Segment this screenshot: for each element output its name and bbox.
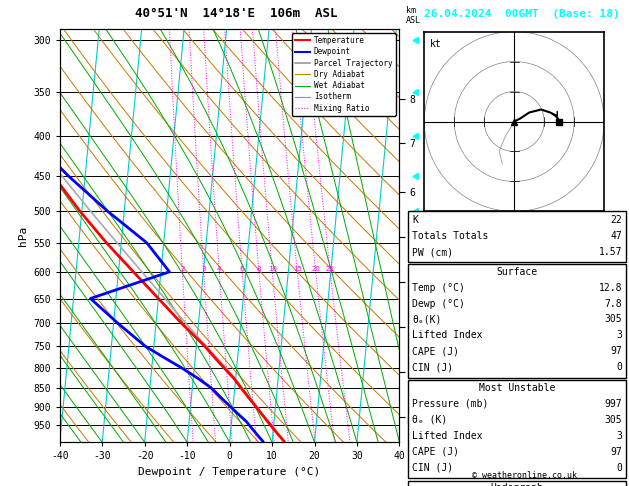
Text: CAPE (J): CAPE (J) (412, 447, 459, 457)
Text: Hodograph: Hodograph (491, 483, 543, 486)
Text: 10: 10 (268, 266, 277, 272)
Text: Temp (°C): Temp (°C) (412, 283, 465, 293)
Text: 7.8: 7.8 (604, 298, 622, 309)
Bar (408, 211, 626, 262)
Text: K: K (412, 215, 418, 226)
Text: 15: 15 (293, 266, 302, 272)
Text: 6: 6 (240, 266, 244, 272)
Text: 0: 0 (616, 463, 622, 472)
Text: Lifted Index: Lifted Index (412, 431, 482, 441)
Text: 12.8: 12.8 (599, 283, 622, 293)
Text: Totals Totals: Totals Totals (412, 231, 488, 242)
Text: 26.04.2024  00GMT  (Base: 18): 26.04.2024 00GMT (Base: 18) (424, 9, 620, 18)
Text: CIN (J): CIN (J) (412, 362, 453, 372)
Y-axis label: hPa: hPa (18, 226, 28, 246)
Text: 4: 4 (217, 266, 221, 272)
Text: Pressure (mb): Pressure (mb) (412, 399, 488, 409)
Text: 1.57: 1.57 (599, 247, 622, 257)
Text: 3: 3 (201, 266, 206, 272)
Text: 25: 25 (326, 266, 335, 272)
Text: Most Unstable: Most Unstable (479, 383, 555, 393)
Text: LCL: LCL (406, 417, 421, 426)
Bar (408, 264, 626, 378)
Text: 3: 3 (616, 431, 622, 441)
Bar (408, 380, 626, 478)
Text: 0: 0 (616, 362, 622, 372)
Text: PW (cm): PW (cm) (412, 247, 453, 257)
Text: 20: 20 (311, 266, 320, 272)
Text: 2: 2 (180, 266, 184, 272)
Text: 3: 3 (616, 330, 622, 340)
Legend: Temperature, Dewpoint, Parcel Trajectory, Dry Adiabat, Wet Adiabat, Isotherm, Mi: Temperature, Dewpoint, Parcel Trajectory… (292, 33, 396, 116)
Text: 97: 97 (610, 346, 622, 356)
Text: kt: kt (430, 39, 442, 49)
Text: 997: 997 (604, 399, 622, 409)
Text: 8: 8 (257, 266, 261, 272)
Text: 22: 22 (610, 215, 622, 226)
Text: θₑ (K): θₑ (K) (412, 415, 447, 425)
Text: 97: 97 (610, 447, 622, 457)
Text: 305: 305 (604, 415, 622, 425)
Text: Dewp (°C): Dewp (°C) (412, 298, 465, 309)
X-axis label: Dewpoint / Temperature (°C): Dewpoint / Temperature (°C) (138, 467, 321, 477)
Text: km
ASL: km ASL (406, 6, 421, 25)
Text: Surface: Surface (496, 267, 538, 277)
Text: θₑ(K): θₑ(K) (412, 314, 442, 325)
Text: 40°51'N  14°18'E  106m  ASL: 40°51'N 14°18'E 106m ASL (135, 7, 337, 20)
Bar (408, 481, 626, 486)
Text: CIN (J): CIN (J) (412, 463, 453, 472)
Text: 305: 305 (604, 314, 622, 325)
Text: Lifted Index: Lifted Index (412, 330, 482, 340)
Text: CAPE (J): CAPE (J) (412, 346, 459, 356)
Text: © weatheronline.co.uk: © weatheronline.co.uk (472, 471, 577, 480)
Text: 47: 47 (610, 231, 622, 242)
